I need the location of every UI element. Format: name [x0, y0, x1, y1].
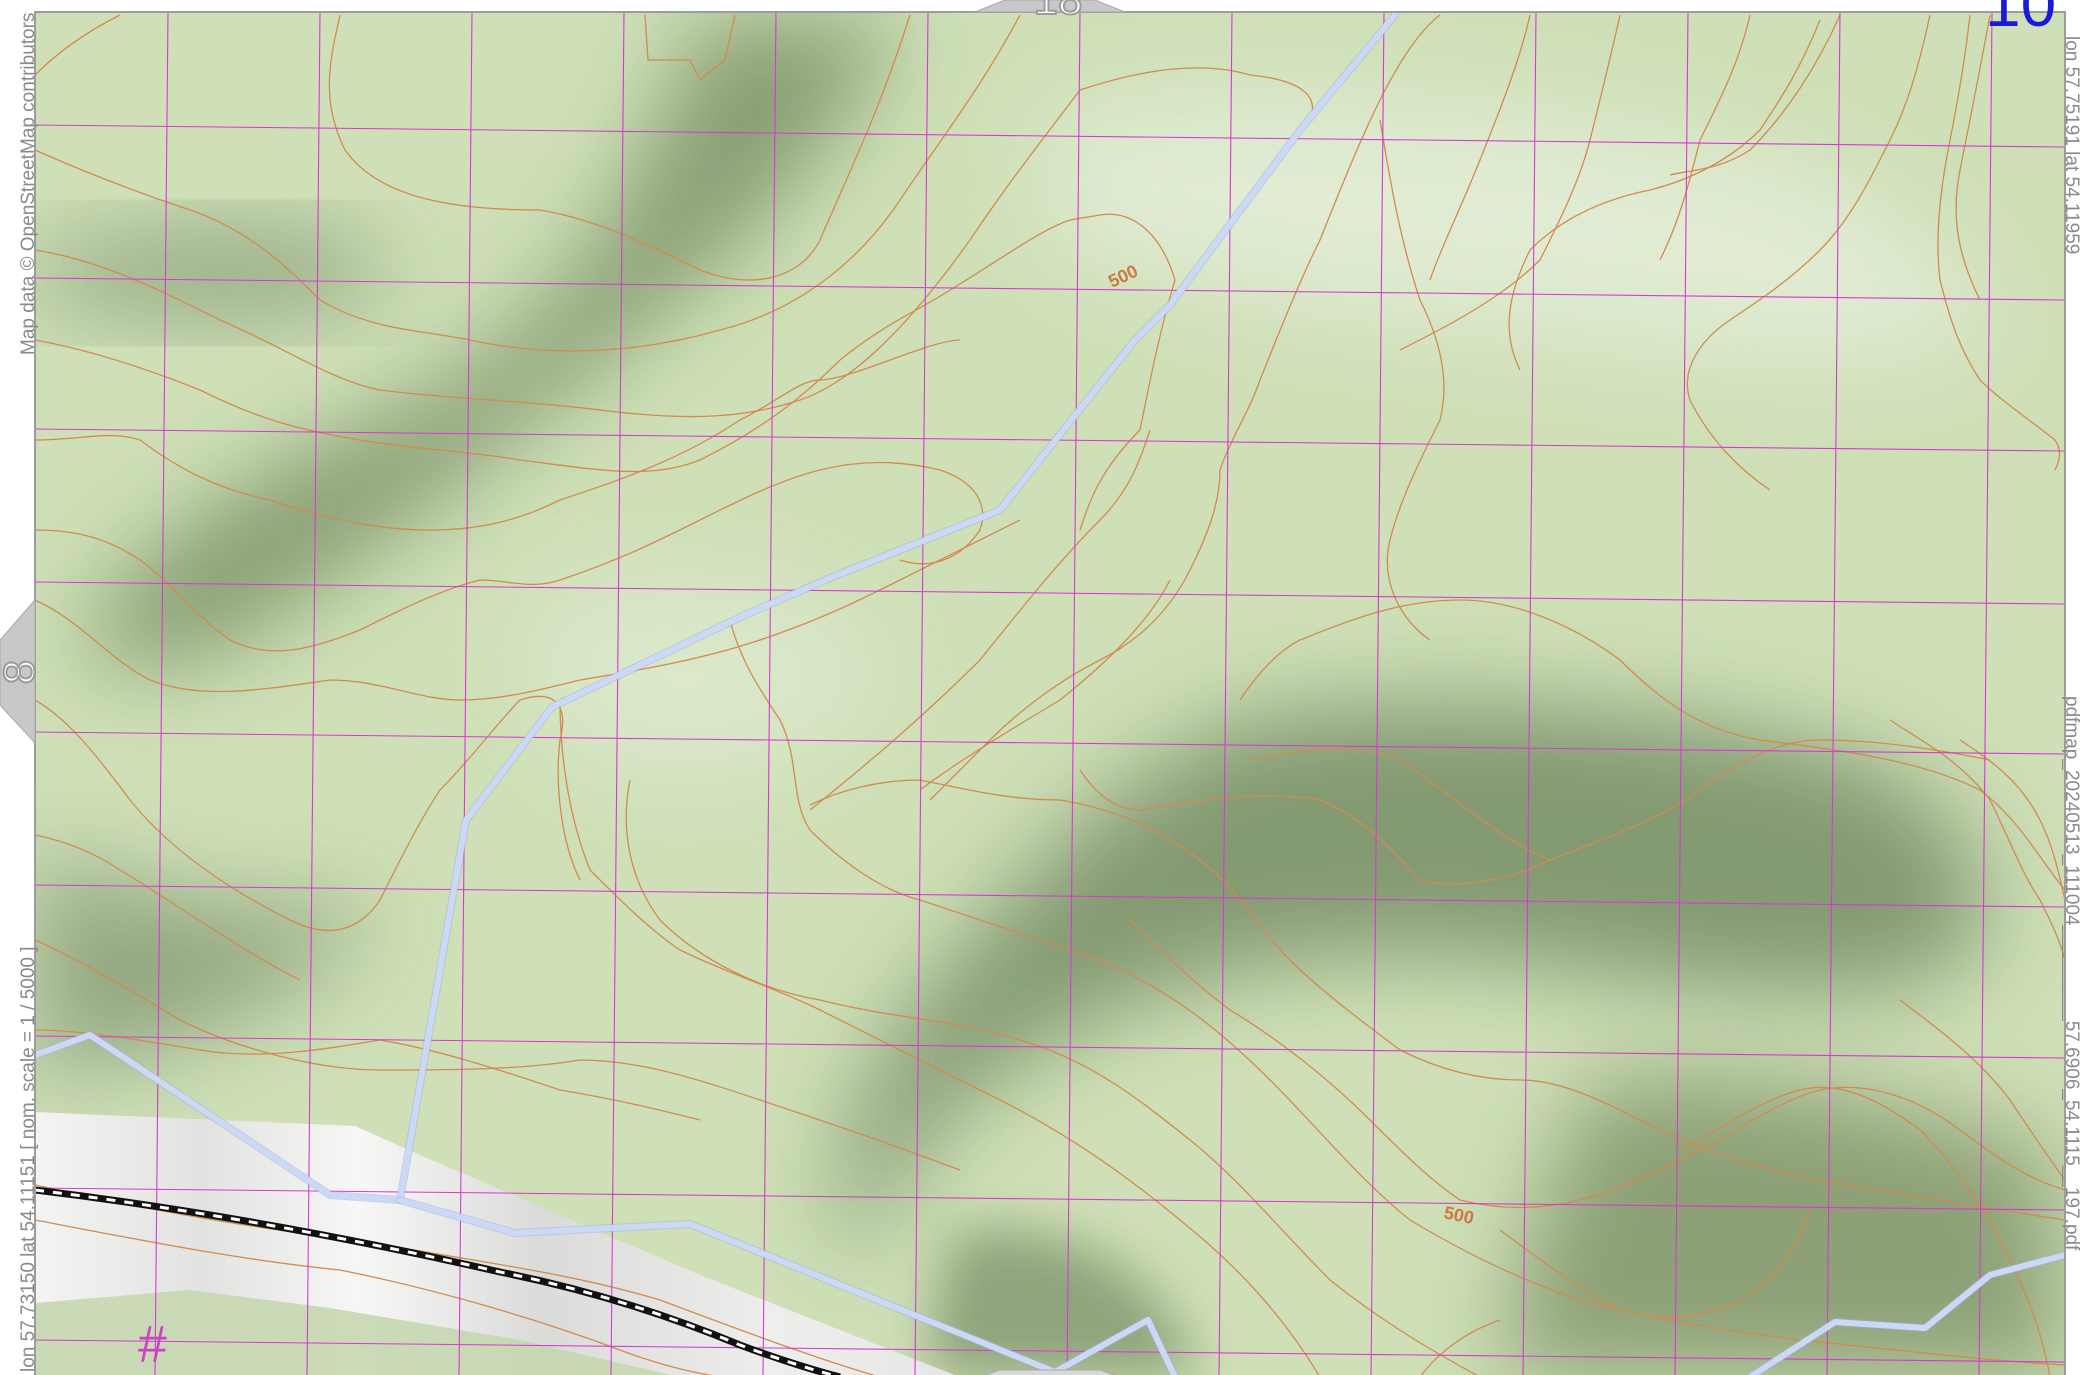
- adjacent-page-south-tab[interactable]: [980, 1369, 1120, 1375]
- attribution-text: Map data © OpenStreetMap contributors: [18, 12, 39, 355]
- sw-corner-coordinates: lon 57.73150 lat 54.11151 [ nom. scale =…: [18, 946, 39, 1372]
- grid-lines: [35, 12, 2065, 1375]
- map-filename: pdfmap_20240513_111004_________57.6906_5…: [2061, 696, 2082, 1251]
- adjacent-page-west-label: 8: [0, 660, 44, 684]
- grid-marker: #: [138, 1316, 167, 1374]
- adjacent-page-north-label: 18: [1034, 0, 1083, 24]
- railway: [35, 1186, 841, 1375]
- contour-lines: [35, 14, 2065, 1375]
- adjacent-page-north-tab[interactable]: 18: [974, 0, 1126, 25]
- ne-corner-coordinates: lon 57.75191 lat 54.11959: [2061, 36, 2082, 255]
- page-number: 10: [1985, 0, 2057, 40]
- adjacent-page-west-tab[interactable]: 8: [0, 598, 45, 745]
- paths: [35, 12, 2065, 1375]
